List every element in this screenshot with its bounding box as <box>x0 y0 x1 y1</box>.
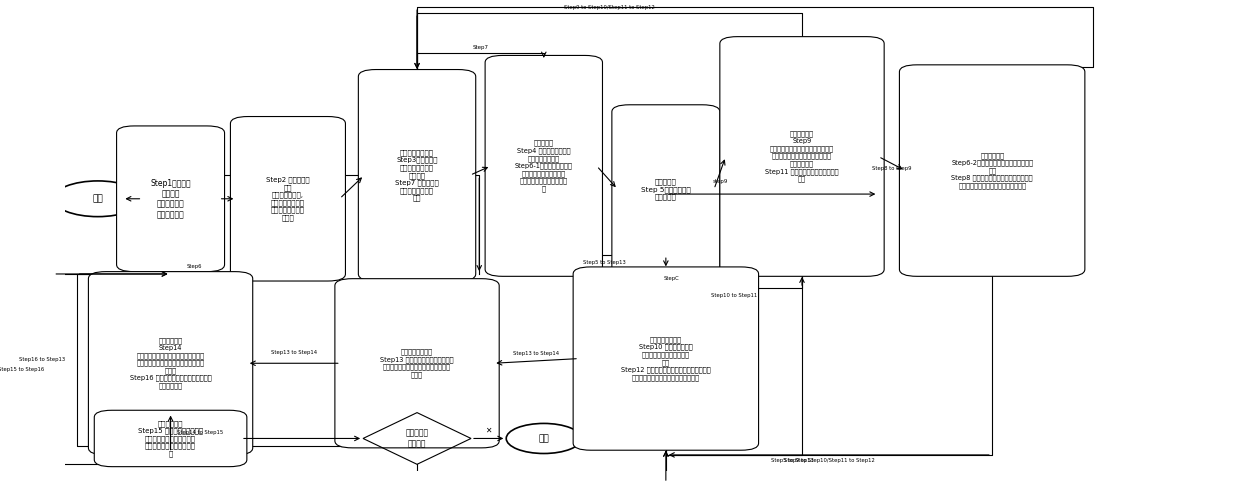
FancyBboxPatch shape <box>117 126 224 272</box>
Text: 悬臂吊模块
Step4 检测到悬臂完成伸
缩作业和旋转作业
Step6-1悬臂吊配合展开油
管盒后，吊起井口装置模
块、旋转、收缩，并安装到
位: 悬臂吊模块 Step4 检测到悬臂完成伸 缩作业和旋转作业 Step6-1悬臂吊… <box>515 140 573 192</box>
FancyBboxPatch shape <box>231 117 346 281</box>
Text: Step9 to Step10/Step11 to Step12: Step9 to Step10/Step11 to Step12 <box>784 458 874 463</box>
FancyBboxPatch shape <box>335 279 500 448</box>
FancyBboxPatch shape <box>485 55 603 276</box>
Text: Step5 to Step13: Step5 to Step13 <box>584 260 626 265</box>
FancyBboxPatch shape <box>720 37 884 276</box>
Text: Step13 to Step14: Step13 to Step14 <box>513 351 559 356</box>
FancyBboxPatch shape <box>94 410 247 467</box>
Text: 油管抓取摆放模块
Step13 控制桅杆的第一机械手臂和
油管盒的第二机械手臂完成油管的抓取
作业：: 油管抓取摆放模块 Step13 控制桅杆的第一机械手臂和 油管盒的第二机械手臂完… <box>381 348 454 378</box>
Text: Step8 to Step9: Step8 to Step9 <box>872 166 911 171</box>
Text: Step9 to Step10/Step11 to Step12: Step9 to Step10/Step11 to Step12 <box>564 5 655 10</box>
Text: 油管起下模块
Step14
通过控制卷扬机实现上下移动，通过控
制顶部驱动装置，完成油管的上扣、安
装作业
Step16 通过控制卷扬机实现向下移动，
完成油管: 油管起下模块 Step14 通过控制卷扬机实现上下移动，通过控 制顶部驱动装置，… <box>130 337 211 389</box>
Text: Step5 to Step13: Step5 to Step13 <box>771 458 813 463</box>
Text: Step7: Step7 <box>472 45 489 50</box>
Text: Step2 平台移动模
块：
控制四个移动臂,
完成作业平台在油
气井前的移动及固
定作业: Step2 平台移动模 块： 控制四个移动臂, 完成作业平台在油 气井前的移动及… <box>267 176 310 221</box>
Text: Step16 to Step13: Step16 to Step13 <box>19 357 64 362</box>
Text: 油管起下模块
Step9
通过控制卷扬机实现上下移动，通过
控制顶部驱动装置，完成油管的上
扣、起吊作业
Step11 通过顶驱装置完成油管卸扣
作业: 油管起下模块 Step9 通过控制卷扬机实现上下移动，通过 控制顶部驱动装置，完… <box>765 131 838 182</box>
FancyBboxPatch shape <box>573 267 759 450</box>
FancyBboxPatch shape <box>611 105 720 274</box>
Text: 是否完成下
油管作业: 是否完成下 油管作业 <box>405 429 429 448</box>
FancyBboxPatch shape <box>899 65 1085 276</box>
Text: 油管抓取摆放模块
Step10 控制桅杆的第一
机械手臂完成油管的抓取动
作；
Step12 控制桅杆的第一机械手臂和油管盒第
二机械手臂完成油管的自动摆放作业: 油管抓取摆放模块 Step10 控制桅杆的第一 机械手臂完成油管的抓取动 作； … <box>621 336 711 381</box>
Text: ✕: ✕ <box>485 426 492 434</box>
Text: 开始: 开始 <box>93 194 103 203</box>
Text: Step14 to Step15: Step14 to Step15 <box>177 430 223 435</box>
Text: Step10 to Step11: Step10 to Step11 <box>711 293 758 297</box>
FancyBboxPatch shape <box>358 69 476 281</box>
Text: Step1工程房作
业模块：
控制伺服电机
展开操作工房: Step1工程房作 业模块： 控制伺服电机 展开操作工房 <box>150 179 191 219</box>
FancyBboxPatch shape <box>88 272 253 455</box>
Text: 井口作业模块
Step15 通过控制井口夹紧电
机装置完成加紧作业、装卸
电机装置完成油管的上扣作
业: 井口作业模块 Step15 通过控制井口夹紧电 机装置完成加紧作业、装卸 电机装… <box>138 420 203 457</box>
Text: Step13 to Step14: Step13 to Step14 <box>270 350 317 355</box>
Text: 桅杆翻转伸缩模块
Step3控制双联电
机，完成桅杆竖起
作业操作
Step7 控制双联电
机，完成桅杆伸缩
作业: 桅杆翻转伸缩模块 Step3控制双联电 机，完成桅杆竖起 作业操作 Step7 … <box>396 149 439 201</box>
Text: step9: step9 <box>712 179 728 184</box>
Text: 油管盒模块
Step 5由悬臂吊配合
展开油管盒: 油管盒模块 Step 5由悬臂吊配合 展开油管盒 <box>641 178 691 201</box>
Text: Step6: Step6 <box>186 265 202 269</box>
Text: 结束: 结束 <box>538 434 549 443</box>
Text: StepC: StepC <box>663 276 680 281</box>
Text: 井口作业模块
Step6-2井口控制模块安装到位，并卡紧
油管
Step8 通过控制井口夹紧电机完成加紧作
业、装卸电机装置完成油管的上卸作业: 井口作业模块 Step6-2井口控制模块安装到位，并卡紧 油管 Step8 通过… <box>951 152 1033 189</box>
Text: Step15 to Step16: Step15 to Step16 <box>0 367 43 372</box>
